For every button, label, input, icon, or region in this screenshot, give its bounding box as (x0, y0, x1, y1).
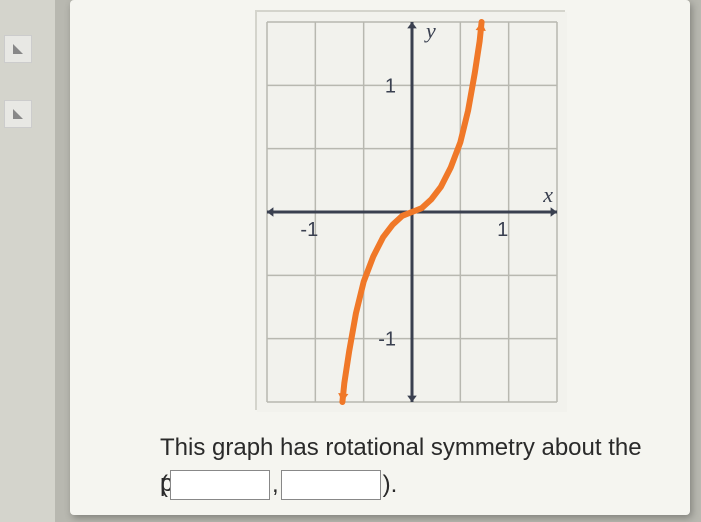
sidebar-nav-arrow-1[interactable] (4, 35, 32, 63)
question-card: -11-11yx This graph has rotational symme… (70, 0, 690, 515)
svg-text:-1: -1 (300, 219, 318, 241)
svg-text:1: 1 (497, 219, 508, 241)
triangle-down-right-icon (10, 106, 26, 122)
svg-text:y: y (424, 18, 436, 43)
open-paren: ( (160, 471, 168, 499)
x-coordinate-input[interactable] (170, 470, 270, 500)
svg-text:-1: -1 (378, 329, 396, 351)
triangle-down-right-icon (10, 41, 26, 57)
svg-text:x: x (542, 182, 553, 207)
graph-chart: -1 1 -1 1 y x (255, 10, 565, 410)
svg-text:1: 1 (385, 75, 396, 97)
sidebar-nav-arrow-2[interactable] (4, 100, 32, 128)
y-coordinate-input[interactable] (281, 470, 381, 500)
answer-row: ( , ). (160, 470, 397, 500)
close-paren: ). (383, 471, 398, 499)
comma: , (272, 471, 279, 499)
